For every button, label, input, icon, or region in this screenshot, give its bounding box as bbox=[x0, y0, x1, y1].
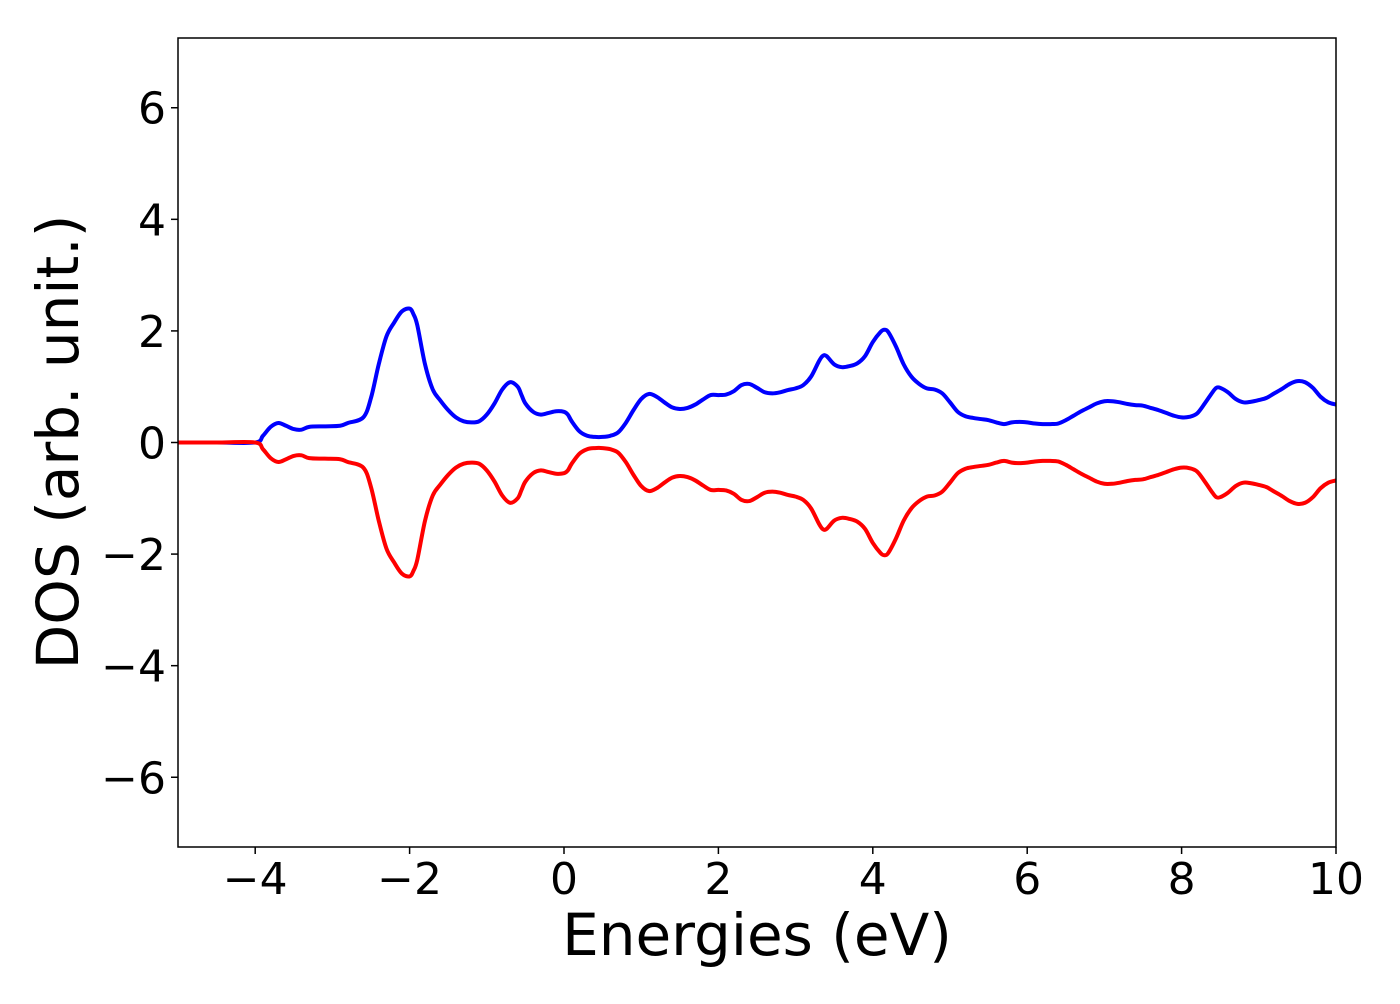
series-layer bbox=[178, 306, 1336, 579]
plot-frame bbox=[177, 37, 1337, 848]
x-axis-title: Energies (eV) bbox=[562, 901, 952, 969]
y-axis-title: DOS (arb. unit.) bbox=[24, 215, 92, 670]
x-tick-label: −4 bbox=[223, 854, 288, 905]
y-tick-label: −2 bbox=[101, 530, 166, 581]
y-tick-label: 0 bbox=[138, 419, 166, 470]
y-tick-label: 2 bbox=[138, 307, 166, 358]
x-tick-label: 8 bbox=[1168, 854, 1196, 905]
x-tick-label: 10 bbox=[1308, 854, 1364, 905]
x-tick-label: 0 bbox=[550, 854, 578, 905]
x-tick-label: 4 bbox=[859, 854, 887, 905]
x-tick-label: 6 bbox=[1013, 854, 1041, 905]
series-line-spin-down bbox=[178, 440, 1336, 579]
series-line-spin-up bbox=[178, 306, 1336, 445]
ticks-layer: −4 −2 0 2 4 6 8 10 6 4 2 0 −2 −4 −6 bbox=[101, 84, 1364, 905]
y-tick-label: −6 bbox=[101, 753, 166, 804]
y-tick-label: 6 bbox=[138, 84, 166, 135]
plot-area bbox=[178, 38, 1336, 847]
y-tick-label: 4 bbox=[138, 195, 166, 246]
y-tick-label: −4 bbox=[101, 642, 166, 693]
x-tick-label: 2 bbox=[704, 854, 732, 905]
x-tick-label: −2 bbox=[377, 854, 442, 905]
